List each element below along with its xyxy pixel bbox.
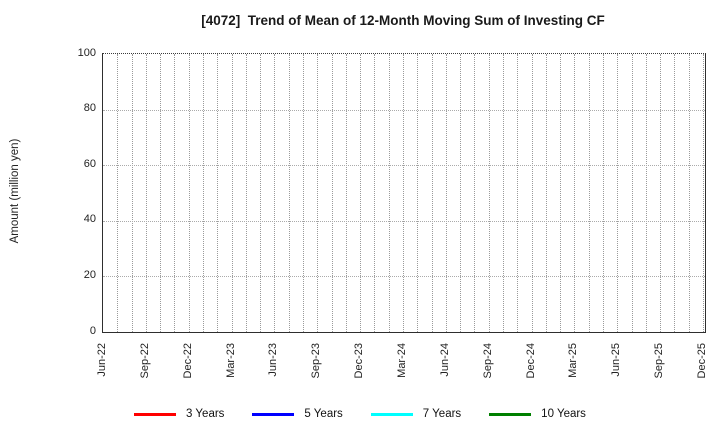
v-gridline [117, 54, 118, 332]
v-gridline [332, 54, 333, 332]
v-gridline [532, 54, 533, 332]
x-tick-label: Jun-22 [96, 343, 108, 377]
v-gridline [403, 54, 404, 332]
v-gridline [189, 54, 190, 332]
v-gridline [317, 54, 318, 332]
x-tick-label: Jun-25 [610, 343, 622, 377]
v-gridline [160, 54, 161, 332]
v-gridline [474, 54, 475, 332]
v-gridline [389, 54, 390, 332]
x-tick-label: Jun-24 [439, 343, 451, 377]
legend-item: 5 Years [252, 408, 343, 420]
h-gridline [103, 276, 705, 277]
x-tick-label: Jun-23 [267, 343, 279, 377]
chart-title: [4072] Trend of Mean of 12-Month Moving … [201, 13, 605, 28]
v-gridline [489, 54, 490, 332]
y-tick-label: 60 [83, 158, 96, 170]
v-gridline [132, 54, 133, 332]
v-gridline [217, 54, 218, 332]
x-tick-label: Sep-24 [482, 343, 494, 379]
x-tick-label: Sep-23 [310, 343, 322, 379]
x-tick-label: Dec-23 [353, 343, 365, 379]
legend-label: 3 Years [186, 408, 225, 420]
v-gridline [632, 54, 633, 332]
x-tick-label: Dec-24 [525, 343, 537, 379]
v-gridline [660, 54, 661, 332]
legend-line-swatch [370, 412, 413, 416]
legend-line-swatch [134, 412, 177, 416]
v-gridline [432, 54, 433, 332]
v-gridline [360, 54, 361, 332]
x-tick-label: Dec-22 [182, 343, 194, 379]
v-gridline [146, 54, 147, 332]
y-tick-label: 20 [83, 269, 96, 281]
v-gridline [274, 54, 275, 332]
v-gridline [460, 54, 461, 332]
legend: 3 Years 5 Years 7 Years 10 Years [0, 403, 720, 425]
x-tick-label: Mar-23 [225, 343, 237, 378]
h-gridline [103, 110, 705, 111]
v-gridline [603, 54, 604, 332]
v-gridline [503, 54, 504, 332]
y-axis-label: Amount (million yen) [9, 138, 21, 244]
v-gridline [303, 54, 304, 332]
legend-item: 10 Years [489, 408, 586, 420]
v-gridline [546, 54, 547, 332]
v-gridline [689, 54, 690, 332]
legend-label: 5 Years [304, 408, 343, 420]
v-gridline [346, 54, 347, 332]
legend-label: 7 Years [422, 408, 462, 420]
v-gridline [446, 54, 447, 332]
legend-item: 3 Years [134, 408, 224, 420]
plot-area [102, 53, 706, 333]
y-tick-label: 100 [77, 47, 96, 59]
v-gridline [246, 54, 247, 332]
v-gridline [203, 54, 204, 332]
v-gridline [232, 54, 233, 332]
v-gridline [646, 54, 647, 332]
v-gridline [617, 54, 618, 332]
x-tick-label: Mar-24 [396, 343, 408, 378]
y-tick-label: 40 [83, 213, 96, 225]
x-tick-label: Sep-25 [653, 343, 665, 379]
v-gridline [703, 54, 704, 332]
x-tick-label: Sep-22 [139, 343, 151, 379]
legend-line-swatch [252, 412, 295, 416]
v-gridline [174, 54, 175, 332]
v-gridline [417, 54, 418, 332]
v-gridline [674, 54, 675, 332]
v-gridline [589, 54, 590, 332]
legend-label: 10 Years [541, 408, 586, 420]
v-gridline [374, 54, 375, 332]
h-gridline [103, 165, 705, 166]
legend-line-swatch [489, 412, 532, 416]
v-gridline [574, 54, 575, 332]
y-tick-label: 0 [89, 325, 96, 337]
h-gridline [103, 221, 705, 222]
x-tick-label: Dec-25 [696, 343, 708, 379]
x-tick-label: Mar-25 [567, 343, 579, 378]
v-gridline [260, 54, 261, 332]
v-gridline [560, 54, 561, 332]
y-tick-label: 80 [83, 102, 96, 114]
legend-item: 7 Years [370, 408, 462, 420]
v-gridline [517, 54, 518, 332]
v-gridline [289, 54, 290, 332]
